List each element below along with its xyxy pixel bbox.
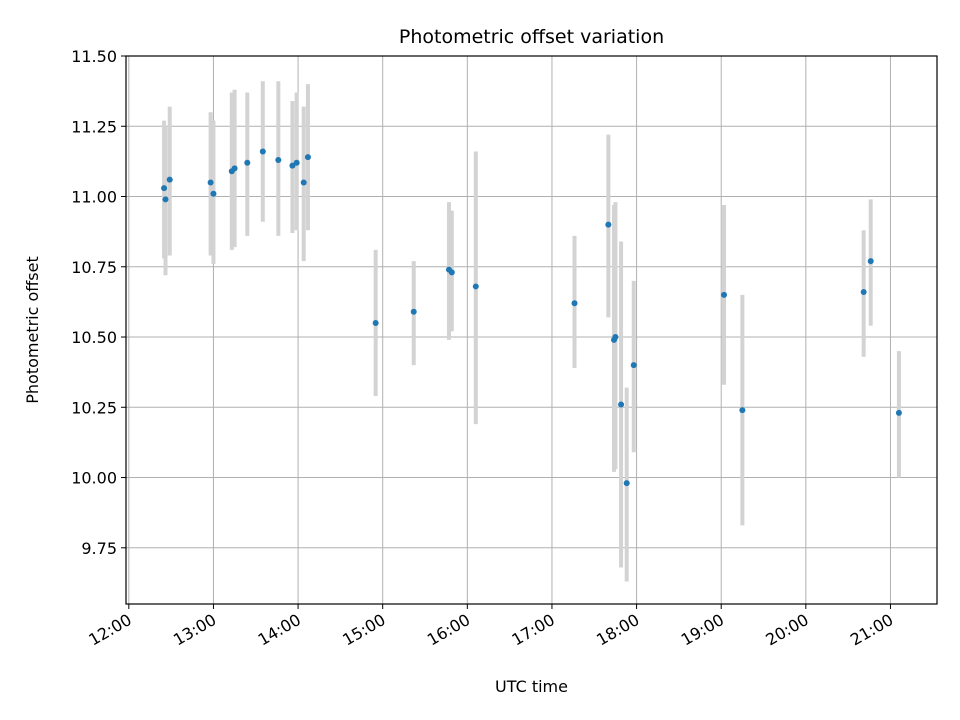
y-tick-label: 11.25 <box>71 117 117 136</box>
data-point <box>275 156 282 163</box>
y-tick-label: 9.75 <box>81 539 117 558</box>
data-point <box>259 148 266 155</box>
y-tick-label: 11.50 <box>71 47 117 66</box>
data-point <box>210 190 217 197</box>
data-point <box>372 319 379 326</box>
data-point <box>895 409 902 416</box>
data-point <box>630 362 637 369</box>
y-tick-label: 10.50 <box>71 328 117 347</box>
y-tick-label: 10.25 <box>71 398 117 417</box>
data-point <box>448 269 455 276</box>
chart-title: Photometric offset variation <box>399 26 664 48</box>
y-axis-label: Photometric offset <box>23 256 42 404</box>
data-point <box>860 289 867 296</box>
data-points <box>161 148 902 487</box>
y-axis-ticks: 9.75 10.00 10.25 10.50 10.75 11.00 11.25 11.50 <box>71 47 126 558</box>
data-point <box>605 221 612 228</box>
y-tick-label: 11.00 <box>71 188 117 207</box>
data-point <box>231 165 238 172</box>
data-point <box>867 258 874 265</box>
data-point <box>618 401 625 408</box>
data-point <box>300 179 307 186</box>
data-point <box>612 334 619 341</box>
data-point <box>207 179 214 186</box>
data-point <box>721 291 728 298</box>
data-point <box>293 159 300 166</box>
data-point <box>410 308 417 315</box>
y-tick-label: 10.75 <box>71 258 117 277</box>
data-point <box>244 159 251 166</box>
plot-frame <box>125 55 938 605</box>
data-point <box>161 185 168 192</box>
data-point <box>623 480 630 487</box>
data-point <box>571 300 578 307</box>
data-point <box>304 154 311 161</box>
x-axis-label: UTC time <box>495 677 568 696</box>
data-point <box>472 283 479 290</box>
data-point <box>289 162 296 169</box>
data-point <box>739 407 746 414</box>
y-tick-label: 10.00 <box>71 469 117 488</box>
data-point <box>166 176 173 183</box>
data-point <box>162 196 169 203</box>
